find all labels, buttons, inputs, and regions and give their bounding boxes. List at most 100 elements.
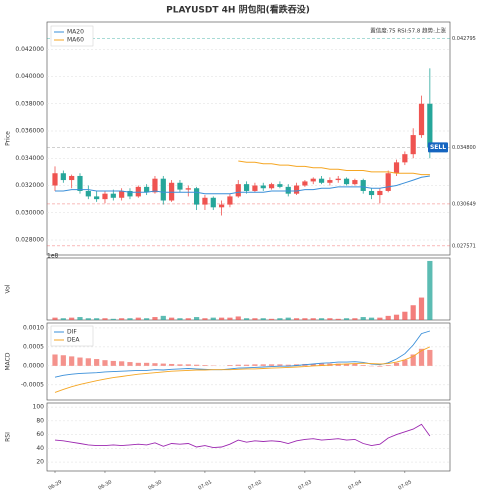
volume-bar xyxy=(268,318,275,320)
volume-bar xyxy=(377,317,383,320)
volume-bar xyxy=(427,260,433,320)
macd-histogram-bar xyxy=(310,363,316,366)
macd-histogram-bar xyxy=(393,362,400,366)
x-tick-label: 06-30 xyxy=(147,479,163,491)
y-tick-label: 0.028000 xyxy=(15,237,44,244)
legend-box xyxy=(50,25,94,47)
volume-bar xyxy=(252,318,258,320)
macd-histogram-bar xyxy=(169,363,175,366)
candle-body xyxy=(302,181,308,186)
legend-label: DIF xyxy=(67,329,77,336)
macd-histogram-bar xyxy=(60,355,66,366)
volume-bar xyxy=(177,318,183,320)
macd-histogram-bar xyxy=(102,360,108,366)
candle-body xyxy=(77,175,83,191)
candle-body xyxy=(402,154,408,163)
candle-body xyxy=(377,190,383,196)
volume-bar xyxy=(85,318,91,320)
y-tick-label: 0.0010 xyxy=(23,324,44,331)
macd-histogram-bar xyxy=(194,364,200,366)
y-tick-label: 0.042000 xyxy=(15,46,44,53)
volume-bar xyxy=(310,318,316,320)
candle-body xyxy=(260,185,266,189)
volume-bar xyxy=(410,305,416,320)
candle-body xyxy=(393,162,400,174)
candle-body xyxy=(69,175,75,181)
volume-bar xyxy=(169,317,175,320)
level-label: 0.027571 xyxy=(452,243,476,249)
ma-line xyxy=(238,160,430,176)
y-axis-label: RSI xyxy=(5,432,12,442)
macd-histogram-bar xyxy=(85,358,91,366)
legend-label: MA60 xyxy=(67,37,84,44)
macd-histogram-bar xyxy=(152,363,158,366)
volume-bar xyxy=(202,318,208,320)
x-tick-label: 07-05 xyxy=(397,479,413,491)
macd-histogram-bar xyxy=(160,363,166,366)
candle-body xyxy=(243,184,250,191)
x-tick-label: 07-01 xyxy=(197,479,213,491)
candle-body xyxy=(335,178,341,181)
y-tick-label: 60 xyxy=(36,431,44,438)
volume-bar xyxy=(210,317,216,320)
macd-histogram-bar xyxy=(127,362,133,366)
x-tick-label: 06-29 xyxy=(47,479,63,491)
volume-bar xyxy=(385,315,391,320)
candle-body xyxy=(210,197,216,208)
volume-bar xyxy=(360,317,366,320)
macd-histogram-bar xyxy=(260,364,266,366)
y-tick-label: 0.040000 xyxy=(15,73,44,80)
candle-body xyxy=(52,173,58,186)
y-tick-label: 0.0005 xyxy=(23,343,44,350)
volume-bar xyxy=(144,318,150,320)
candle-body xyxy=(318,178,325,183)
macd-histogram-bar xyxy=(243,364,250,366)
macd-histogram-bar xyxy=(94,359,100,366)
volume-bar xyxy=(102,318,108,320)
macd-histogram-bar xyxy=(144,362,150,366)
volume-bar xyxy=(60,318,66,320)
candle-body xyxy=(160,178,166,201)
macd-histogram-bar xyxy=(227,365,233,366)
y-axis-label: Vol xyxy=(5,284,12,293)
candle-body xyxy=(268,184,275,189)
volume-bar xyxy=(69,317,75,320)
legend-label: DEA xyxy=(67,337,80,344)
candle-body xyxy=(293,185,300,194)
volume-bar xyxy=(127,318,133,320)
y-tick-label: 0.038000 xyxy=(15,100,44,107)
y-tick-label: 0.032000 xyxy=(15,182,44,189)
chart-title: PLAYUSDT 4H 阴包阳(看跌吞没) xyxy=(166,4,310,16)
candle-body xyxy=(144,186,150,193)
candle-body xyxy=(285,186,291,194)
macd-histogram-bar xyxy=(235,364,241,366)
y-axis-label: Price xyxy=(5,131,12,146)
candle-body xyxy=(385,173,391,191)
y-tick-label: 20 xyxy=(36,459,44,466)
y-axis-label: MACD xyxy=(5,352,12,370)
candle-body xyxy=(343,178,350,185)
volume-bar xyxy=(135,317,141,320)
x-tick-label: 07-03 xyxy=(297,479,313,491)
x-tick-label: 07-02 xyxy=(247,479,263,491)
macd-histogram-bar xyxy=(285,364,291,366)
volume-bar xyxy=(235,316,241,320)
legend-label: MA20 xyxy=(67,29,84,36)
candle-body xyxy=(277,184,283,187)
volume-bar xyxy=(185,318,191,320)
volume-bar xyxy=(243,318,250,320)
macd-histogram-bar xyxy=(135,362,141,366)
ma-line xyxy=(55,175,430,195)
macd-line xyxy=(54,346,431,393)
volume-bar xyxy=(260,318,266,320)
macd-histogram-bar xyxy=(77,357,83,366)
signal-box xyxy=(428,142,448,153)
candle-body xyxy=(127,190,133,197)
candle-body xyxy=(185,188,191,190)
candle-body xyxy=(360,180,366,191)
macd-histogram-bar xyxy=(177,364,183,366)
info-box: 置信度:75 RSI:57.8 趋势:上涨 xyxy=(370,27,446,35)
y-tick-label: 0.030000 xyxy=(15,209,44,216)
volume-bar xyxy=(327,318,333,320)
y-tick-label: 100 xyxy=(33,404,45,411)
